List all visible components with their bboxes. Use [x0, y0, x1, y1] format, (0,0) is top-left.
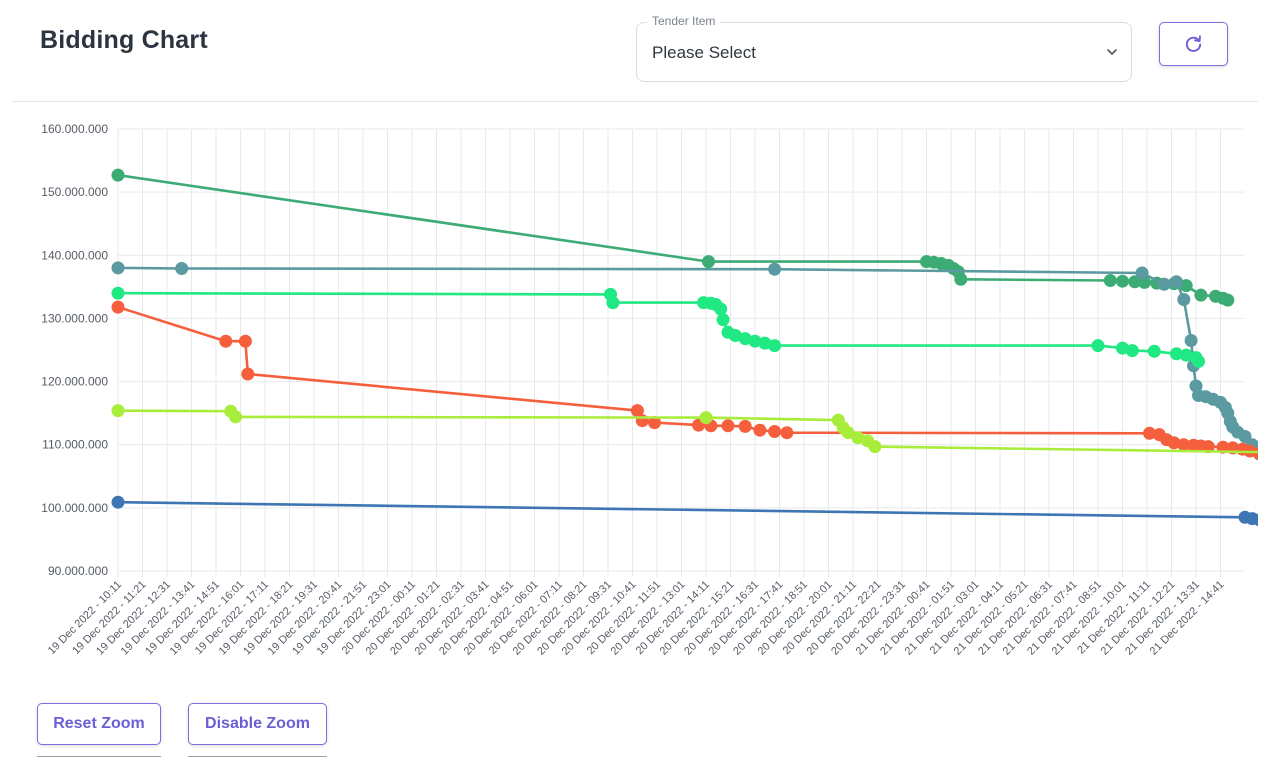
data-point[interactable]	[241, 367, 255, 381]
series-3	[111, 286, 1205, 368]
data-point[interactable]	[1192, 354, 1205, 368]
chevron-down-icon	[1107, 49, 1117, 55]
data-point[interactable]	[1179, 348, 1193, 362]
data-point[interactable]	[1184, 334, 1198, 347]
page-title: Bidding Chart	[40, 26, 208, 54]
data-point[interactable]	[635, 414, 649, 428]
data-point[interactable]	[630, 404, 644, 418]
y-tick-label: 110.000.000	[42, 438, 108, 452]
data-point[interactable]	[738, 419, 752, 433]
series-6	[111, 495, 1270, 528]
y-tick-label: 150.000.000	[41, 185, 108, 199]
refresh-button[interactable]	[1159, 22, 1228, 66]
data-point[interactable]	[1194, 288, 1208, 302]
divider	[37, 756, 161, 757]
data-point[interactable]	[606, 296, 620, 310]
data-point[interactable]	[1116, 274, 1129, 288]
data-point[interactable]	[1221, 293, 1235, 307]
series-line	[116, 173, 1230, 302]
data-point[interactable]	[1103, 274, 1117, 287]
series-5	[111, 404, 1270, 459]
y-tick-label: 140.000.000	[41, 248, 108, 262]
card-header: Bidding Chart Tender Item Please Select	[12, 0, 1258, 102]
data-point[interactable]	[1167, 436, 1181, 450]
data-point[interactable]	[699, 411, 713, 425]
data-point[interactable]	[721, 419, 735, 433]
data-point[interactable]	[738, 332, 752, 346]
tender-item-value: Please Select	[652, 43, 756, 62]
data-point[interactable]	[1179, 279, 1193, 293]
data-point[interactable]	[714, 302, 728, 316]
bidding-chart-card: Bidding Chart Tender Item Please Select …	[12, 0, 1270, 760]
data-point[interactable]	[1143, 426, 1156, 440]
data-point[interactable]	[748, 334, 762, 348]
data-point[interactable]	[111, 286, 125, 300]
refresh-icon	[1185, 35, 1202, 52]
data-point[interactable]	[841, 426, 855, 440]
data-point[interactable]	[1125, 344, 1139, 358]
tender-item-label: Tender Item	[647, 14, 721, 28]
data-point[interactable]	[1177, 293, 1191, 306]
data-point[interactable]	[851, 431, 865, 445]
data-point[interactable]	[1091, 339, 1105, 353]
data-point[interactable]	[111, 300, 125, 314]
data-point[interactable]	[768, 425, 782, 438]
series-1	[111, 168, 1235, 307]
data-point[interactable]	[111, 404, 125, 418]
data-point[interactable]	[768, 262, 782, 276]
data-point[interactable]	[1157, 277, 1171, 291]
data-point[interactable]	[219, 334, 233, 348]
divider	[188, 756, 327, 757]
y-tick-label: 100.000.000	[41, 501, 108, 515]
data-point[interactable]	[1177, 438, 1191, 452]
data-point[interactable]	[229, 410, 243, 424]
disable-zoom-button[interactable]: Disable Zoom	[188, 703, 327, 745]
data-point[interactable]	[768, 339, 782, 353]
data-point[interactable]	[1128, 275, 1142, 289]
data-point[interactable]	[728, 329, 742, 342]
series-line	[116, 291, 1200, 363]
data-point[interactable]	[1135, 266, 1149, 280]
y-tick-label: 120.000.000	[41, 375, 108, 389]
y-tick-label: 90.000.000	[48, 564, 108, 578]
data-point[interactable]	[1169, 347, 1183, 361]
bidding-line-chart[interactable]: 160.000.000 150.000.000 140.000.000 130.000…	[12, 101, 1270, 691]
data-point[interactable]	[868, 440, 882, 454]
data-point[interactable]	[1147, 344, 1161, 358]
data-point[interactable]	[954, 272, 968, 286]
data-point[interactable]	[753, 423, 767, 437]
data-point[interactable]	[238, 334, 252, 348]
data-point[interactable]	[175, 262, 189, 275]
data-point[interactable]	[1169, 275, 1183, 289]
data-point[interactable]	[111, 261, 125, 275]
data-point[interactable]	[111, 168, 125, 182]
data-point[interactable]	[716, 313, 730, 327]
y-tick-label: 160.000.000	[41, 122, 108, 136]
y-tick-label: 130.000.000	[41, 311, 108, 325]
data-point[interactable]	[1116, 341, 1129, 355]
series-4	[111, 300, 1270, 464]
tender-item-select[interactable]: Tender Item Please Select	[636, 14, 1132, 82]
data-point[interactable]	[1201, 440, 1215, 454]
reset-zoom-button[interactable]: Reset Zoom	[37, 703, 161, 745]
data-point[interactable]	[780, 426, 794, 440]
data-point[interactable]	[702, 255, 715, 269]
data-point[interactable]	[758, 336, 772, 350]
data-point[interactable]	[648, 416, 661, 430]
data-point[interactable]	[111, 495, 125, 509]
